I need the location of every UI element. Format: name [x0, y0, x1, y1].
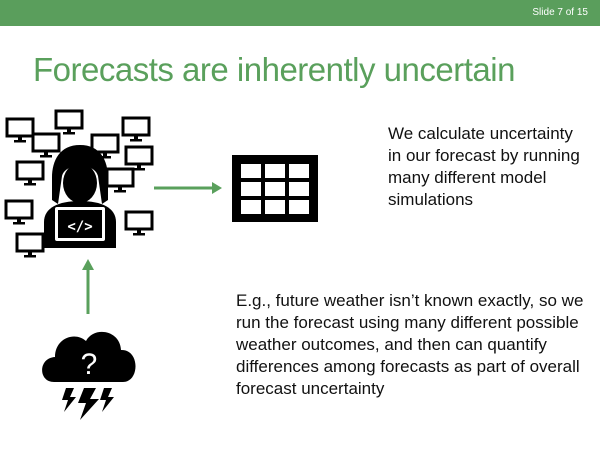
monitor-icon — [105, 167, 135, 194]
arrow-right-icon — [154, 182, 222, 194]
header-bar: Slide 7 of 15 — [0, 0, 600, 26]
arrow-up-icon — [82, 259, 94, 314]
explanation-text: We calculate uncertainty in our forecast… — [388, 124, 580, 209]
storm-cloud-icon: ? — [42, 331, 136, 420]
monitor-icon — [5, 117, 35, 144]
monitor-icon — [124, 210, 154, 237]
monitor-icon — [54, 109, 84, 136]
monitor-icon — [4, 199, 34, 226]
question-mark: ? — [81, 348, 98, 381]
person-laptop-icon: </> — [44, 145, 116, 248]
svg-text:</>: </> — [67, 219, 92, 235]
example-text: E.g., future weather isn’t known exactly… — [236, 291, 584, 398]
monitor-icon — [31, 132, 61, 159]
monitor-icon — [124, 145, 154, 172]
slide-number: Slide 7 of 15 — [532, 7, 588, 18]
monitor-icon — [15, 232, 45, 259]
monitor-icon — [15, 160, 45, 187]
monitor-icon — [121, 116, 151, 143]
slide-title: Forecasts are inherently uncertain — [33, 51, 515, 88]
table-grid-icon — [232, 155, 318, 222]
